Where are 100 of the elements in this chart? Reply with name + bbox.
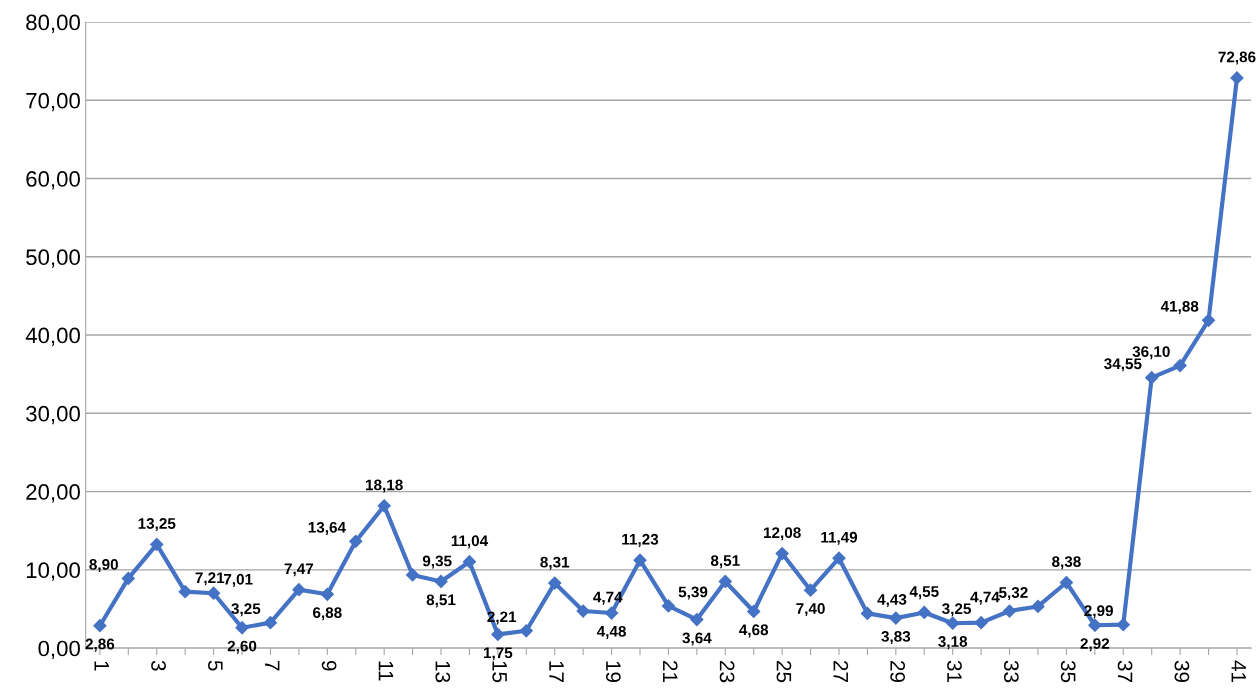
x-tick-label: 5 — [208, 660, 223, 671]
point — [1173, 358, 1187, 373]
x-tick-label: 19 — [605, 661, 621, 683]
data-label: 4,55 — [909, 586, 939, 600]
point — [519, 624, 533, 638]
data-label: 13,25 — [138, 518, 176, 532]
point — [946, 616, 960, 630]
x-tick-label: 1 — [94, 661, 109, 671]
y-tick-label: 70,00 — [26, 92, 80, 112]
data-label: 11,04 — [451, 535, 489, 549]
point — [1116, 618, 1130, 632]
point — [747, 604, 761, 619]
point — [1230, 71, 1244, 85]
point — [434, 574, 448, 589]
data-label: 3,18 — [938, 636, 968, 650]
data-label: 8,38 — [1052, 556, 1081, 570]
data-label: 11,23 — [622, 533, 659, 547]
x-tick-label: 21 — [663, 660, 678, 683]
point — [462, 555, 477, 569]
data-label: 8,51 — [426, 594, 456, 608]
data-label: 2,86 — [85, 638, 115, 652]
data-label: 3,25 — [942, 603, 971, 617]
data-label: 4,74 — [970, 591, 1000, 605]
point — [775, 546, 789, 561]
point — [1002, 604, 1017, 618]
y-tick-label: 40,00 — [25, 327, 80, 346]
x-tick-label: 39 — [1174, 660, 1190, 683]
point — [860, 606, 875, 621]
point — [235, 621, 249, 635]
data-label: 34,55 — [1104, 358, 1142, 372]
data-label: 8,90 — [89, 559, 118, 573]
point — [576, 604, 590, 618]
data-label: 7,21 — [195, 572, 225, 586]
data-label: 18,18 — [366, 479, 403, 493]
point — [491, 627, 505, 641]
x-tick-label: 31 — [947, 660, 962, 683]
data-label: 11,49 — [821, 531, 858, 545]
point — [917, 605, 931, 620]
data-label: 3,83 — [881, 631, 911, 645]
data-label: 2,92 — [1080, 638, 1110, 652]
point — [406, 568, 420, 582]
y-tick-label: 80,00 — [26, 14, 80, 33]
point — [292, 583, 306, 597]
x-tick-label: 11 — [378, 661, 394, 681]
x-tick-label: 25 — [776, 660, 792, 683]
y-tick-label: 60,00 — [26, 171, 80, 190]
data-label: 1,75 — [483, 647, 513, 661]
y-tick-label: 20,00 — [26, 484, 80, 503]
data-label: 4,43 — [877, 594, 907, 608]
x-tick-label: 13 — [435, 661, 451, 683]
point — [207, 586, 221, 600]
point — [633, 553, 647, 567]
point — [974, 616, 988, 630]
data-label: 7,40 — [796, 603, 825, 617]
data-label: 5,39 — [678, 586, 708, 600]
data-label: 41,88 — [1160, 300, 1199, 314]
point — [93, 619, 107, 633]
data-label: 3,25 — [231, 603, 261, 617]
y-tick-label: 50,00 — [26, 249, 80, 268]
point — [803, 583, 818, 597]
point — [178, 585, 192, 599]
data-label: 5,32 — [998, 587, 1028, 601]
data-label: 72,86 — [1218, 51, 1256, 65]
data-label: 7,47 — [284, 563, 314, 577]
data-label: 8,31 — [540, 556, 570, 570]
point — [1088, 618, 1102, 632]
x-tick-label: 9 — [321, 660, 337, 671]
y-tick-label: 30,00 — [26, 405, 80, 425]
point — [661, 599, 676, 613]
point — [1201, 313, 1216, 327]
x-tick-label: 17 — [549, 661, 564, 683]
point — [889, 611, 903, 625]
data-label: 13,64 — [308, 521, 346, 535]
point — [1031, 599, 1045, 614]
data-label: 4,68 — [739, 624, 769, 638]
x-tick-label: 15 — [492, 661, 507, 683]
point — [150, 537, 164, 551]
point — [377, 499, 391, 513]
y-tick-label: 10,00 — [26, 562, 80, 581]
x-tick-label: 27 — [833, 660, 849, 683]
point — [548, 576, 562, 590]
x-tick-label: 29 — [890, 660, 905, 683]
x-tick-label: 35 — [1060, 660, 1076, 683]
data-label: 12,08 — [763, 527, 801, 541]
point — [121, 571, 135, 586]
point — [263, 616, 278, 630]
point — [690, 613, 704, 627]
data-label: 9,35 — [422, 555, 452, 569]
data-label: 3,64 — [682, 632, 712, 646]
point — [832, 551, 846, 565]
x-tick-label: 41 — [1231, 660, 1246, 683]
data-label: 36,10 — [1132, 346, 1170, 360]
x-tick-label: 3 — [151, 660, 166, 671]
point — [1059, 575, 1073, 590]
data-label: 2,60 — [227, 640, 257, 654]
point — [718, 574, 732, 589]
point — [349, 534, 363, 548]
y-tick-label: 0,00 — [38, 640, 80, 659]
point — [1145, 371, 1159, 385]
x-tick-label: 37 — [1117, 660, 1133, 683]
